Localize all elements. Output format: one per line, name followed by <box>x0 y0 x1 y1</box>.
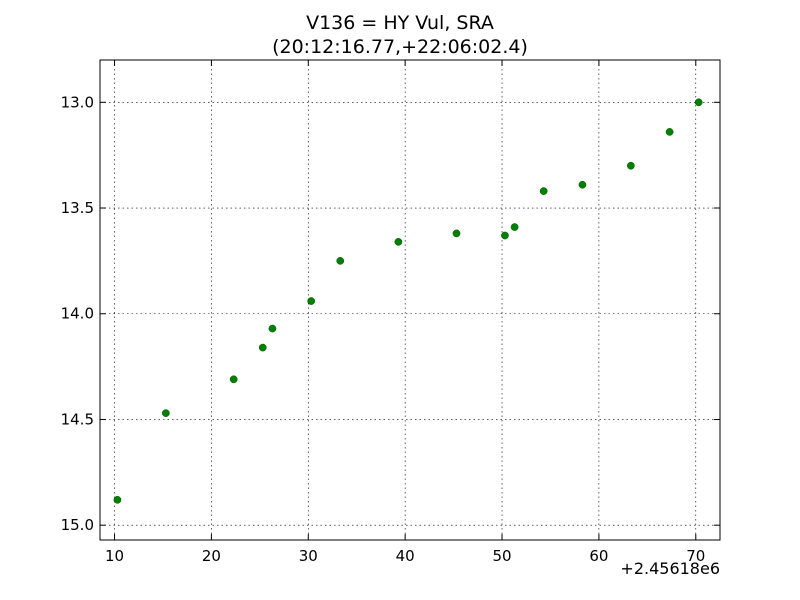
data-points <box>113 98 703 504</box>
chart-title: V136 = HY Vul, SRA <box>306 12 494 34</box>
data-point <box>510 223 519 231</box>
data-point <box>539 187 548 195</box>
data-point <box>694 98 703 107</box>
x-tick-label: 60 <box>589 547 608 565</box>
x-tick-label: 20 <box>202 547 221 565</box>
x-tick-labels: 10 20 30 40 50 60 70 <box>105 547 705 565</box>
axis-ticks <box>100 60 720 540</box>
x-tick-label: 70 <box>686 547 705 565</box>
data-point <box>627 161 635 170</box>
plot-frame <box>99 59 721 541</box>
x-axis-offset-label: +2.45618e6 <box>620 559 720 578</box>
y-tick-labels: 13.0 13.5 14.0 14.5 15.0 <box>61 93 94 534</box>
data-point <box>258 343 267 352</box>
data-point <box>452 229 461 238</box>
data-point <box>665 128 674 136</box>
y-tick-label: 13.5 <box>61 199 94 217</box>
data-point <box>394 238 403 246</box>
y-tick-label: 15.0 <box>61 516 94 534</box>
x-tick-label: 50 <box>492 547 511 565</box>
y-tick-label: 14.5 <box>61 410 94 428</box>
data-point <box>578 180 587 189</box>
data-point <box>113 495 122 504</box>
x-tick-label: 30 <box>299 547 318 565</box>
data-point <box>229 375 238 384</box>
y-tick-label: 14.0 <box>61 305 94 323</box>
data-point <box>307 297 316 305</box>
y-tick-label: 13.0 <box>61 93 94 111</box>
data-point <box>501 231 509 240</box>
data-point <box>268 324 277 333</box>
x-tick-label: 40 <box>396 547 415 565</box>
chart-subtitle: (20:12:16.77,+22:06:02.4) <box>272 36 528 58</box>
grid-lines <box>100 60 720 540</box>
data-point <box>162 409 170 417</box>
data-point <box>336 257 345 265</box>
x-tick-label: 10 <box>105 547 124 565</box>
